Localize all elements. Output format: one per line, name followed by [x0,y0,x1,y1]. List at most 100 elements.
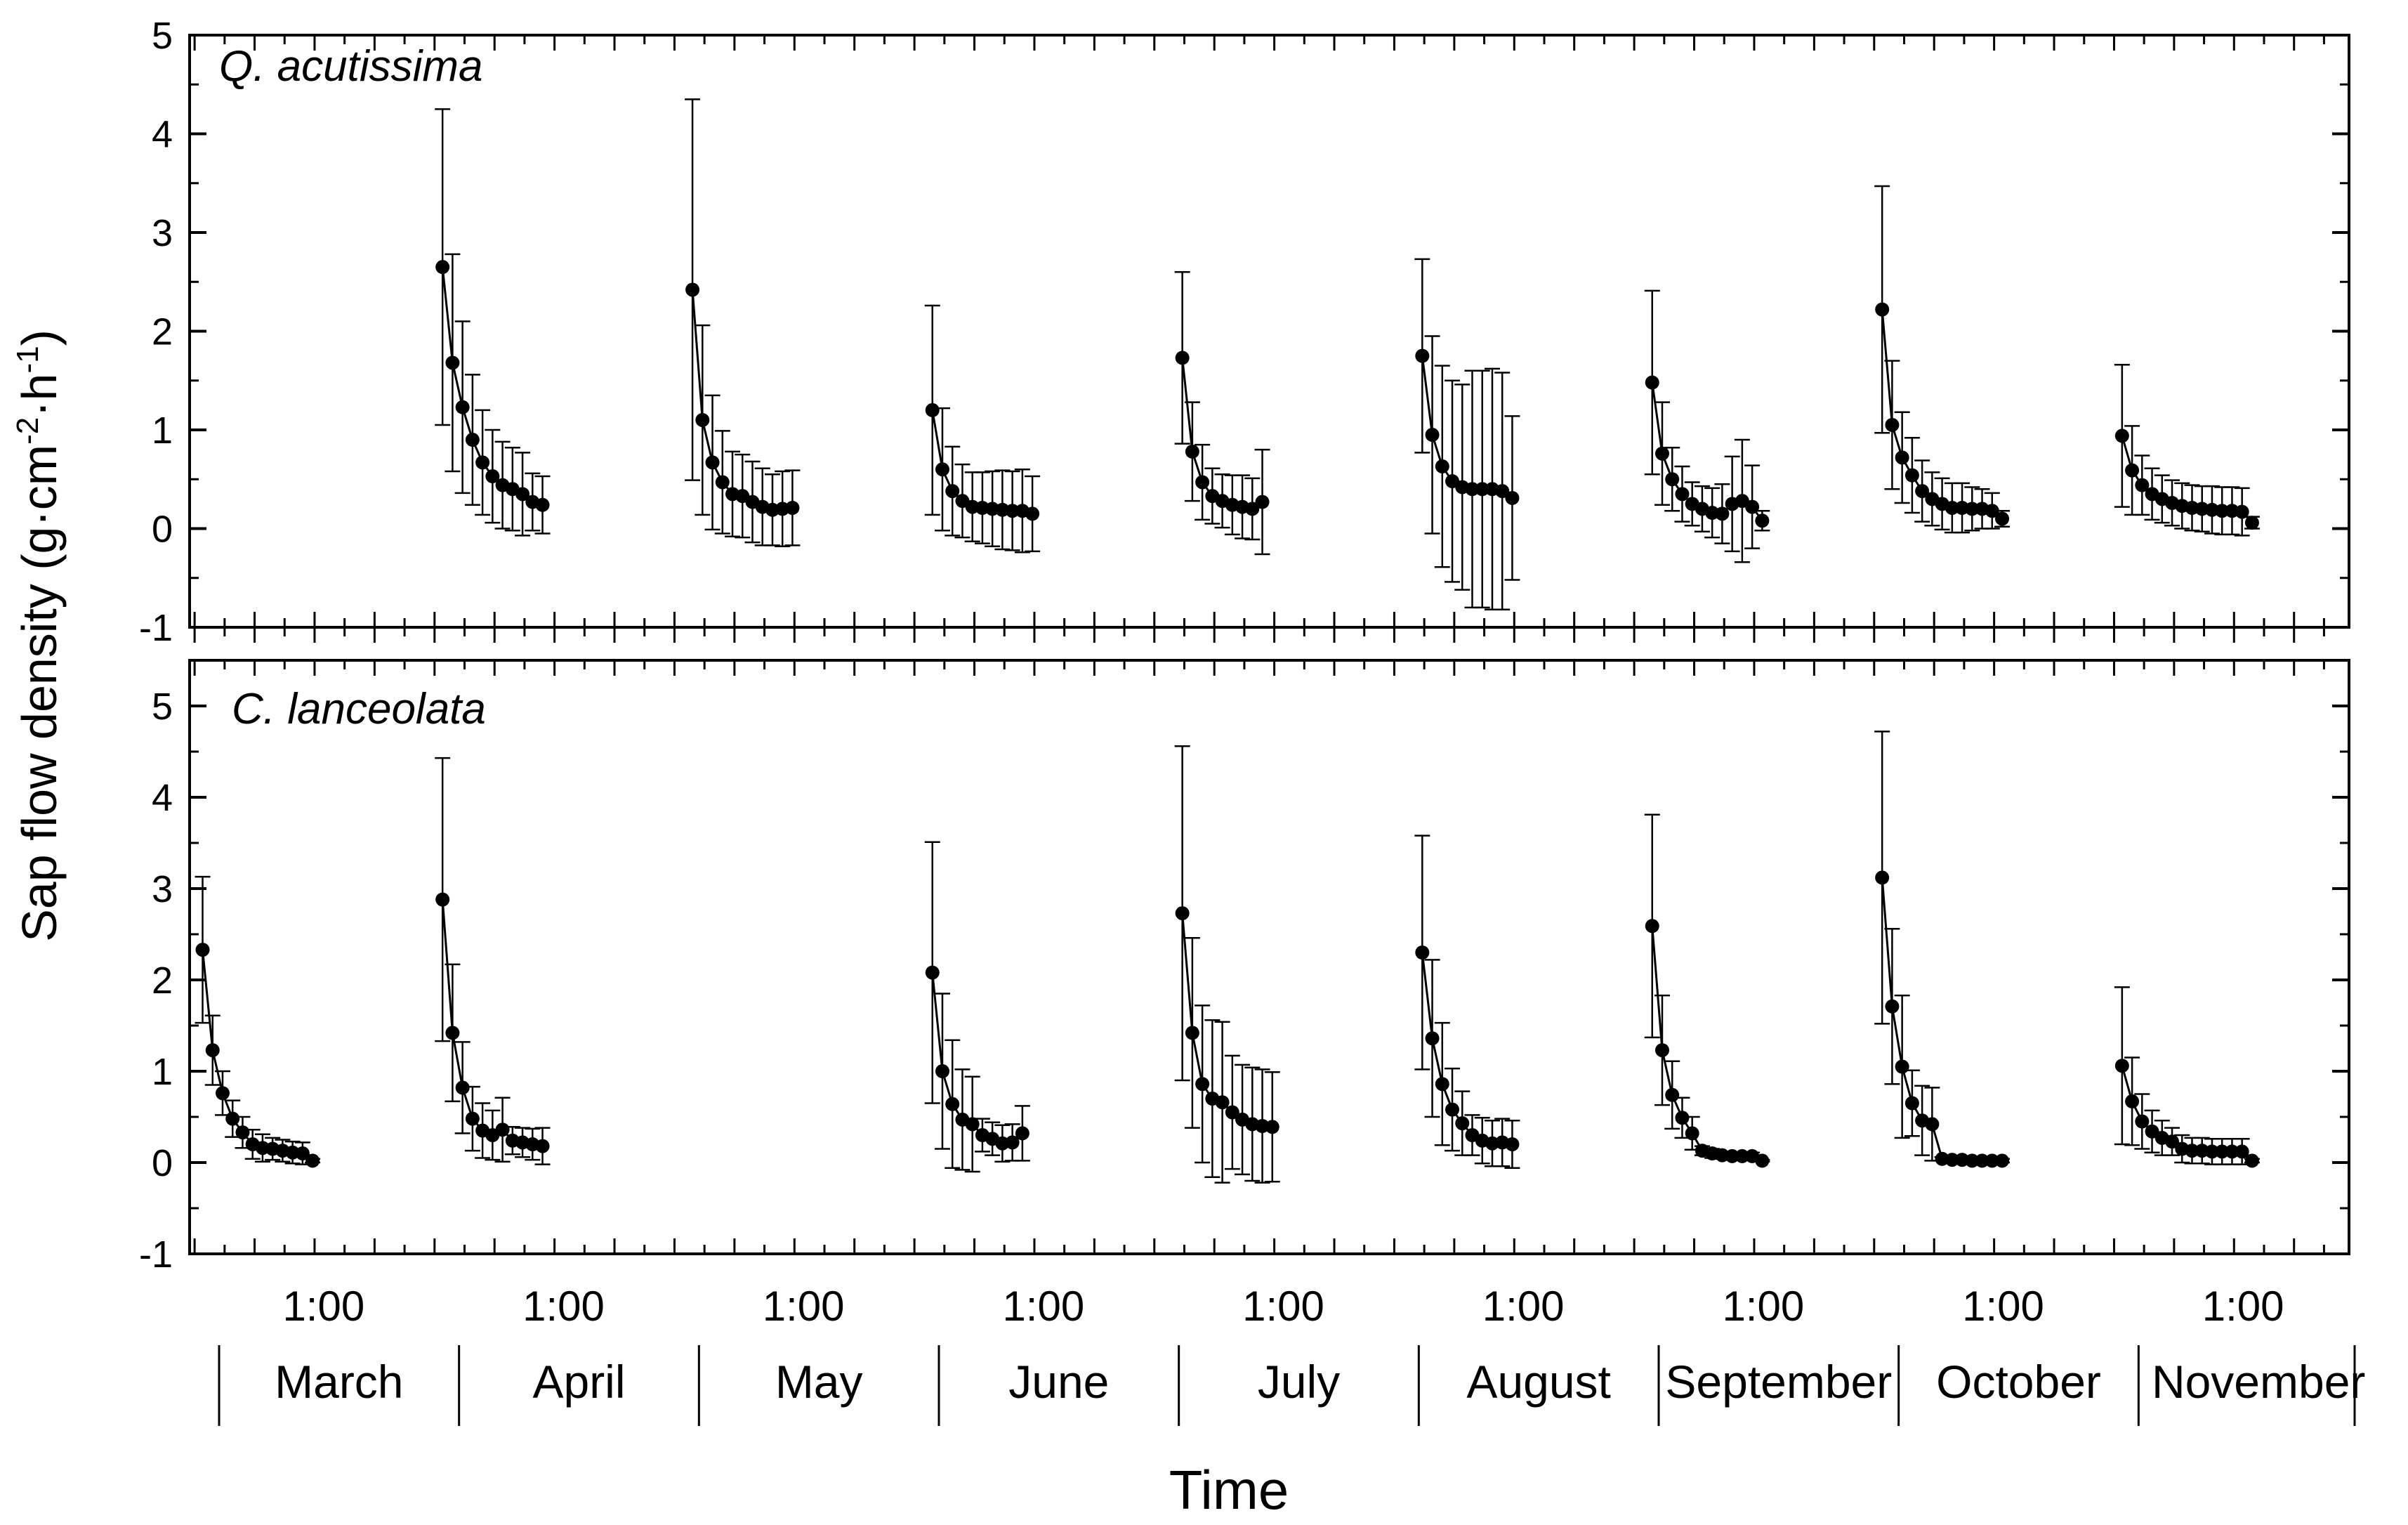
data-point [535,497,550,512]
series-april [435,757,551,1165]
data-point [1435,459,1449,473]
data-point [1475,482,1489,497]
month-label: October [1936,1356,2101,1408]
data-point [465,433,480,447]
data-point [1915,484,1930,499]
data-point [1425,1031,1440,1046]
series-line [931,972,1023,1145]
panel-label-q-acutissima: Q. acutissima [219,42,483,91]
data-point [2135,1114,2150,1129]
data-point [935,1064,949,1078]
data-point [945,484,960,499]
data-point [1665,472,1680,487]
data-point [1715,506,1730,521]
x-axis-title: Time [1169,1459,1289,1521]
data-point [435,260,450,275]
data-point [2145,1124,2159,1139]
data-point [945,1097,960,1111]
y-tick-label: -1 [139,1233,173,1276]
data-point [2114,428,2129,443]
month-label: May [775,1356,863,1408]
data-point [475,455,490,470]
data-point [1495,484,1510,499]
month-label: July [1258,1356,1340,1408]
y-tick-label: 1 [152,410,173,452]
data-point [1925,1117,1940,1132]
month-label: June [1008,1356,1109,1408]
data-point [1875,302,1890,317]
data-point [455,1080,470,1095]
data-point [535,1139,550,1153]
data-point [1415,348,1430,363]
series-line [441,899,543,1148]
data-point [1975,1153,1989,1168]
data-point [1645,919,1659,934]
data-point [1025,506,1040,521]
data-point [2244,1153,2259,1168]
time-tick-label: 1:00 [1002,1283,1084,1330]
data-point [1245,502,1260,516]
axes: 5 4 3 2 1 0 -1 5 4 3 2 1 0 -1 1:00 March 1:00 April 1:00 Ma… [139,15,2365,1426]
series-line [1421,355,1513,499]
series-may [685,98,801,548]
data-point [225,1111,240,1126]
data-point [1995,1153,2010,1168]
data-point [1654,446,1669,461]
data-point [465,1111,480,1126]
data-point [2125,463,2140,478]
data-point [455,400,470,414]
y-tick-label: 2 [152,311,173,353]
data-point [1195,475,1210,490]
data-point [445,355,460,370]
time-tick-label: 1:00 [2202,1283,2284,1330]
data-point [205,1043,220,1058]
data-point [445,1026,460,1040]
series-july [1174,745,1280,1184]
data-point [1745,499,1760,514]
y-tick-label: 3 [152,868,173,910]
y-tick-label: 5 [152,686,173,728]
y-tick-label: 0 [152,1142,173,1184]
series-november [2114,986,2260,1168]
data-point [2215,504,2230,518]
data-point [1904,1096,1919,1111]
time-tick-label: 1:00 [1482,1283,1565,1330]
data-point [965,1117,980,1132]
time-tick-label: 1:00 [1722,1283,1804,1330]
data-point [1965,502,1980,516]
series-line [1651,926,1763,1162]
series-march [195,875,321,1168]
series-september [1644,289,1770,563]
data-point [1455,1116,1470,1131]
y-tick-label: 4 [152,114,173,156]
month-label: November [2152,1356,2365,1408]
data-point [925,965,940,980]
panel-label-c-lanceolata: C. lanceolata [232,685,486,733]
data-point [435,892,450,907]
series-october [1874,731,2011,1168]
data-point [1675,487,1690,502]
data-point [235,1125,250,1140]
y-tick-label: 4 [152,777,173,819]
series-july [1174,270,1270,556]
data-point [695,412,710,427]
data-point [195,943,210,957]
data-point [1645,375,1659,390]
y-axis-title: Sap flow density (g·cm-2·h-1) [11,329,67,942]
y-tick-label: 3 [152,212,173,254]
month-label: September [1665,1356,1892,1408]
time-tick-label: 1:00 [282,1283,364,1330]
data-point [2204,1144,2219,1159]
data-point [1945,1153,1959,1167]
series-august [1414,835,1520,1170]
data-point [1005,504,1020,518]
data-point [1755,1153,1770,1168]
data-point [2244,516,2259,530]
data-point [1685,1126,1699,1141]
series-june [924,304,1041,554]
data-point [1185,444,1199,459]
time-tick-label: 1:00 [1962,1283,2044,1330]
data-point [495,1123,510,1137]
data-point [2165,1134,2180,1149]
series-june [924,841,1030,1173]
